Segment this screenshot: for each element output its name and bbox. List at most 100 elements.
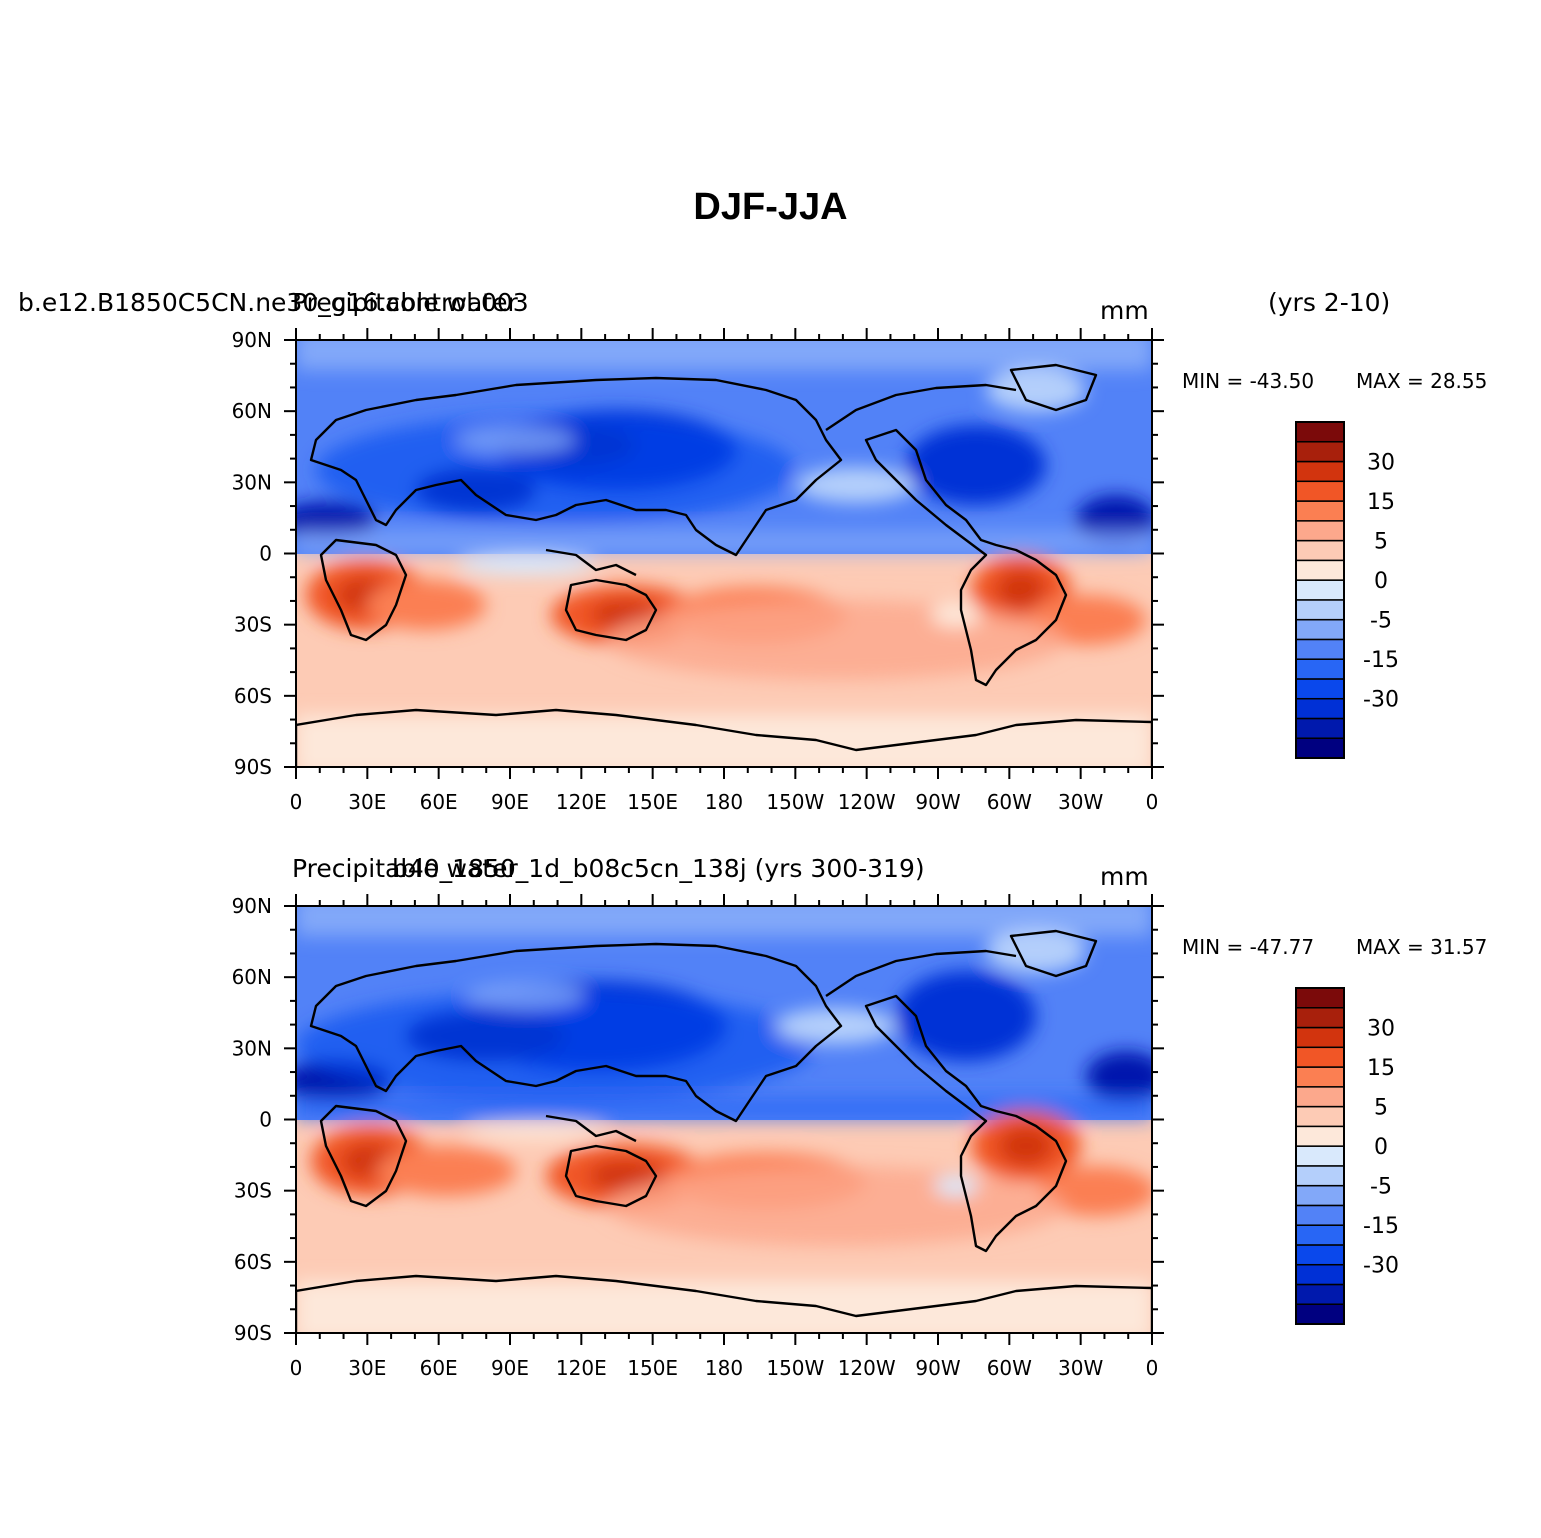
lon-tick-label: 150E [627,790,678,814]
lat-tick-label: 60S [234,1250,272,1274]
lon-tick-label: 0 [1146,1356,1159,1380]
colorbar-label: -5 [1370,609,1392,634]
lon-tick-label: 120W [838,1356,896,1380]
colorbar-2: 30 15 5 0 -5 -15 -30 [1295,987,1399,1325]
colorbar-label: 15 [1367,1056,1395,1081]
panel2-max-label: MAX = 31.57 [1356,935,1488,959]
lon-tick-label: 60W [987,790,1032,814]
colorbar-label: 30 [1367,1017,1395,1042]
lon-tick-label: 120E [556,790,607,814]
colorbar-swatch [1295,480,1345,502]
colorbar-swatch [1295,1066,1345,1088]
colorbar-swatch [1295,987,1345,1009]
colorbar-swatch [1295,678,1345,700]
lat-tick-label: 90N [232,894,272,918]
colorbar-swatch [1295,599,1345,621]
main-title: DJF-JJA [693,186,848,228]
colorbar-swatch [1295,500,1345,522]
colorbar-swatch [1295,1283,1345,1305]
lon-tick-label: 30W [1058,1356,1103,1380]
lat-tick-label: 90S [234,1321,272,1345]
lat-tick-label: 90N [232,328,272,352]
colorbar-swatch [1295,618,1345,641]
panel2-case-label: b40_1850_1d_b08c5cn_138j (yrs 300-319) [392,854,925,883]
lat-tick-label: 0 [259,542,272,566]
colorbar-label: -15 [1363,1214,1399,1239]
colorbar-swatch [1295,441,1345,463]
colorbar-swatch [1295,697,1345,720]
colorbar-swatch [1295,1263,1345,1286]
colorbar-swatch [1295,1026,1345,1049]
colorbar-swatch [1295,1007,1345,1029]
colorbar-swatch [1295,1303,1345,1325]
coastlines [296,929,1152,1333]
colorbar-label: 0 [1374,1135,1388,1160]
colorbar-swatch [1295,717,1345,739]
colorbar-label: 30 [1367,451,1395,476]
lon-tick-label: 150E [627,1356,678,1380]
panel2-units-label: mm [1100,862,1149,891]
colorbar-swatch [1295,1086,1345,1108]
lat-tick-label: 0 [259,1108,272,1132]
panel1-min-label: MIN = -43.50 [1182,369,1315,393]
lon-tick-label: 90E [491,790,529,814]
lon-tick-label: 120W [838,790,896,814]
lon-tick-label: 30E [348,1356,386,1380]
colorbar-label: -15 [1363,648,1399,673]
colorbar-swatch [1295,1145,1345,1167]
colorbar-swatch [1295,1125,1345,1147]
colorbar-swatch [1295,520,1345,542]
lon-tick-label: 60W [987,1356,1032,1380]
colorbar-label: 5 [1374,1096,1388,1121]
panel1-variable-label: Precipitable water [292,288,518,317]
panel1-units-label: mm [1100,296,1149,325]
colorbar-swatch [1295,658,1345,680]
colorbar-swatch [1295,460,1345,483]
colorbar-swatch [1295,1224,1345,1246]
colorbar-swatch [1295,1105,1345,1128]
lat-tick-label: 30N [232,470,272,494]
lat-tick-label: 60S [234,684,272,708]
colorbar-label: 15 [1367,490,1395,515]
coastlines [296,363,1152,767]
colorbar-frame [1295,987,1345,1325]
colorbar-swatch [1295,559,1345,581]
lon-tick-label: 30E [348,790,386,814]
map-panel-1: 0 30E 60E 90E 120E 150E 180 150W 120W 90W 60W 30W 09… [232,328,1164,814]
lon-tick-label: 120E [556,1356,607,1380]
lon-tick-label: 180 [705,790,743,814]
lon-tick-label: 30W [1058,790,1103,814]
colorbar-swatch [1295,1204,1345,1226]
panel1-case-label: b.e12.B1850C5CN.ne30_g16.control.003 [18,288,529,317]
lon-tick-label: 90W [915,1356,960,1380]
lat-tick-label: 60N [232,965,272,989]
lat-tick-label: 90S [234,755,272,779]
colorbar-label: -30 [1363,688,1399,713]
colorbar-swatch [1295,1046,1345,1068]
lat-tick-label: 30N [232,1036,272,1060]
lat-tick-label: 60N [232,399,272,423]
colorbar-swatch [1295,579,1345,601]
lon-tick-label: 150W [766,1356,824,1380]
lon-tick-label: 0 [290,1356,303,1380]
colorbar-swatch [1295,737,1345,759]
lon-tick-label: 90E [491,1356,529,1380]
lon-tick-label: 90W [915,790,960,814]
lon-tick-label: 0 [1146,790,1159,814]
panel1-max-label: MAX = 28.55 [1356,369,1488,393]
colorbar-label: 5 [1374,530,1388,555]
colorbar-label: 0 [1374,569,1388,594]
colorbar-label: -5 [1370,1175,1392,1200]
panel1-years-label: (yrs 2-10) [1268,288,1391,317]
colorbar-swatch [1295,539,1345,562]
lon-tick-label: 60E [420,790,458,814]
colorbar-frame [1295,421,1345,759]
colorbar-swatch [1295,1165,1345,1187]
colorbar-swatch [1295,1184,1345,1207]
map-panel-2: 0 30E 60E 90E 120E 150E 180 150W 120W 90W 60W 30W 09… [232,894,1164,1380]
lon-tick-label: 180 [705,1356,743,1380]
colorbar-swatch [1295,638,1345,660]
colorbar-label: -30 [1363,1254,1399,1279]
panel2-min-label: MIN = -47.77 [1182,935,1315,959]
